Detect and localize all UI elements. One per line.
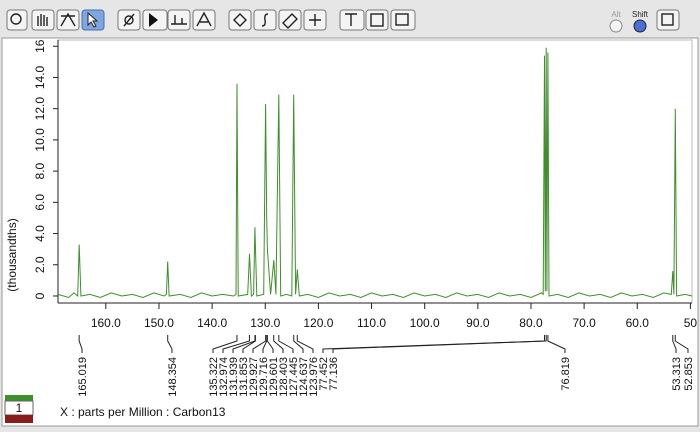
y-tick-label: 4.0 bbox=[33, 225, 47, 242]
baseline-button[interactable] bbox=[167, 9, 191, 31]
x-tick-label: 140.0 bbox=[197, 316, 227, 330]
y-tick-label: 12.0 bbox=[33, 97, 47, 121]
y-tick-label: 16 bbox=[33, 39, 47, 53]
peak-leader bbox=[262, 335, 268, 353]
peak-leader bbox=[212, 335, 238, 353]
peak-leader bbox=[266, 335, 274, 353]
cursor-icon bbox=[149, 13, 158, 27]
x-tick-label: 100.0 bbox=[410, 316, 440, 330]
peak-label: 129.601 bbox=[268, 357, 280, 397]
y-tick-label: 8.0 bbox=[33, 162, 47, 179]
peak-leader bbox=[547, 335, 566, 353]
peak-leader bbox=[332, 335, 547, 353]
peak-label: 52.853 bbox=[683, 357, 695, 391]
alt-label: Alt bbox=[611, 10, 621, 19]
peak-leader bbox=[296, 335, 314, 353]
spectrum-line bbox=[57, 47, 693, 299]
x-axis-label: X : parts per Million : Carbon13 bbox=[60, 405, 226, 419]
integral-icon bbox=[261, 13, 269, 27]
y-tick-label: 2.0 bbox=[33, 256, 47, 273]
peak-leader bbox=[674, 335, 689, 353]
view-tab-label: 1 bbox=[16, 401, 23, 415]
view-tab-red[interactable] bbox=[5, 415, 33, 423]
peak-label: 129.716 bbox=[258, 357, 270, 397]
peak-label: 124.637 bbox=[298, 357, 310, 397]
y-tick-label: 10.0 bbox=[33, 128, 47, 152]
shift-toggle[interactable] bbox=[633, 19, 647, 33]
pan-button[interactable] bbox=[31, 9, 55, 31]
peak-leader bbox=[252, 335, 267, 353]
view-tab-green[interactable] bbox=[5, 395, 33, 401]
peak-label: 135.322 bbox=[208, 357, 220, 397]
x-tick-label: 70.0 bbox=[572, 316, 596, 330]
zoom-icon bbox=[10, 13, 22, 25]
peak-leader bbox=[293, 335, 304, 353]
shift-label: Shift bbox=[632, 10, 649, 19]
x-tick-label: 60.0 bbox=[626, 316, 650, 330]
k-icon bbox=[661, 13, 674, 26]
diamond-icon bbox=[233, 13, 247, 27]
peak-leader bbox=[222, 335, 250, 353]
peak-label: 128.403 bbox=[278, 357, 290, 397]
x-tick-label: 160.0 bbox=[91, 316, 121, 330]
peak-leader bbox=[672, 335, 677, 353]
select-icon bbox=[87, 11, 99, 28]
y-axis-label: (thousandths) bbox=[5, 218, 19, 291]
toolbar: Alt Shift bbox=[6, 9, 680, 33]
peak-label: 127.445 bbox=[288, 357, 300, 397]
peak-label: 148.354 bbox=[167, 357, 179, 397]
y-tick-label: 14.0 bbox=[33, 65, 47, 89]
peak-label: 123.976 bbox=[308, 357, 320, 397]
peak-label: 77.452 bbox=[318, 357, 330, 391]
peak-icon bbox=[60, 12, 76, 27]
x-tick-label: 130.0 bbox=[250, 316, 280, 330]
peak-leader bbox=[242, 335, 256, 353]
x-tick-label: 50 bbox=[684, 316, 698, 330]
peak-label: 76.819 bbox=[560, 357, 572, 391]
peak-leader bbox=[78, 335, 83, 353]
y-tick-label: 0 bbox=[33, 292, 47, 299]
x-tick-label: 90.0 bbox=[466, 316, 490, 330]
peak-label: 129.927 bbox=[248, 357, 260, 397]
x-tick-label: 110.0 bbox=[357, 316, 386, 330]
text-button[interactable] bbox=[339, 9, 365, 31]
zoom-button[interactable] bbox=[6, 9, 28, 31]
diamond-button[interactable] bbox=[228, 9, 252, 31]
text-icon bbox=[345, 13, 357, 26]
peak-label: 131.853 bbox=[238, 357, 250, 397]
baseline-icon bbox=[171, 15, 187, 25]
peak-leader bbox=[278, 335, 294, 353]
x-tick-label: 80.0 bbox=[519, 316, 543, 330]
x-tick-label: 120.0 bbox=[303, 316, 333, 330]
box-button[interactable] bbox=[365, 9, 389, 31]
box-icon bbox=[370, 13, 384, 27]
window-icon bbox=[395, 13, 409, 26]
peak-label: 77.136 bbox=[328, 357, 340, 391]
x-tick-label: 150.0 bbox=[144, 316, 174, 330]
peak-label: 131.939 bbox=[228, 357, 240, 397]
peak-label: 132.974 bbox=[218, 357, 230, 397]
crosshair-icon bbox=[309, 14, 321, 26]
alt-toggle[interactable] bbox=[609, 19, 623, 33]
eraser-button[interactable] bbox=[278, 9, 302, 31]
window-button[interactable] bbox=[390, 9, 416, 31]
peak-button[interactable] bbox=[56, 9, 80, 31]
peak-label: 165.019 bbox=[77, 357, 89, 397]
y-tick-label: 6.0 bbox=[33, 194, 47, 211]
peak-leader bbox=[167, 335, 173, 353]
peak-label: 53.313 bbox=[671, 357, 683, 391]
k-button[interactable] bbox=[656, 9, 680, 31]
peak-leader bbox=[273, 335, 284, 353]
integral-peak-button[interactable] bbox=[192, 9, 216, 31]
phase-icon bbox=[123, 13, 135, 27]
eraser-icon bbox=[282, 13, 298, 29]
pan-icon bbox=[37, 14, 48, 26]
chart-panel bbox=[1, 37, 699, 427]
integral-peak-icon bbox=[196, 11, 212, 27]
